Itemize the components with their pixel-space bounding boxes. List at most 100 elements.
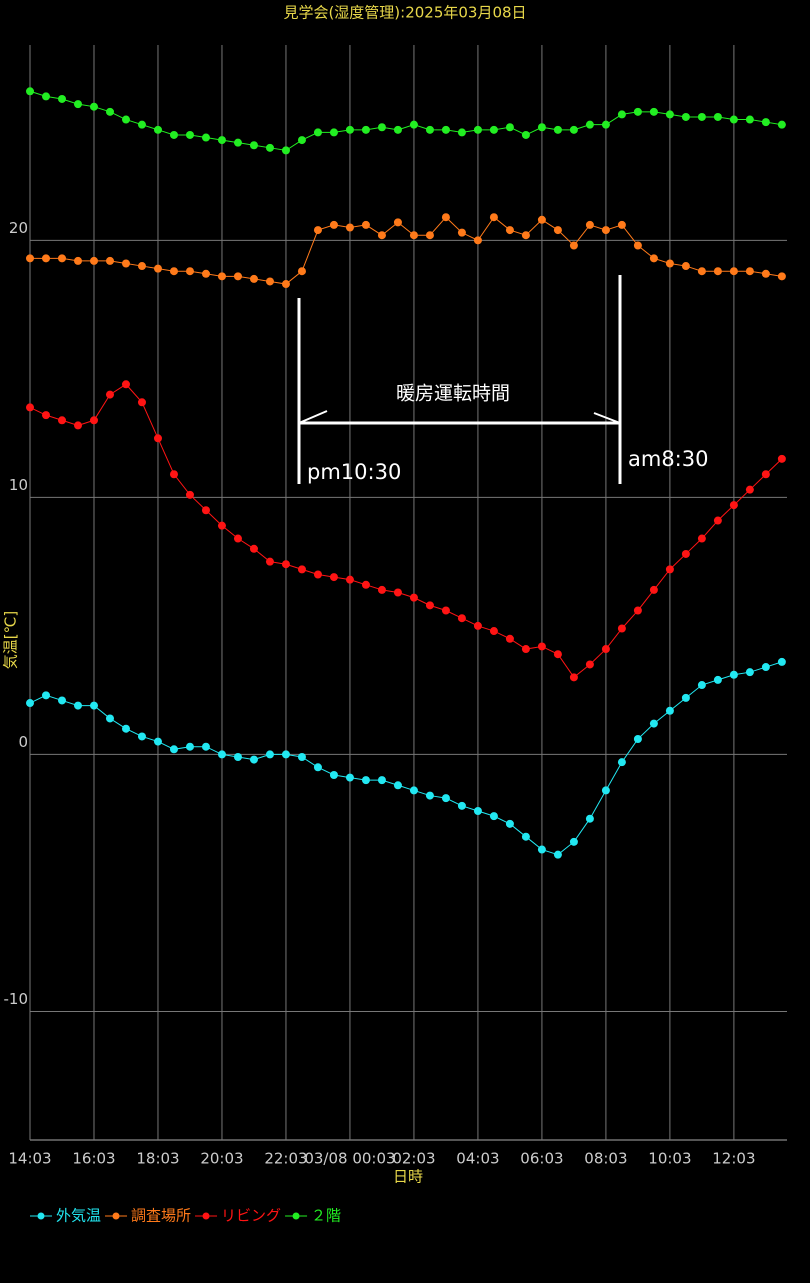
y-axis-label: 気温[℃] bbox=[2, 611, 20, 670]
data-point bbox=[473, 236, 482, 245]
data-point bbox=[137, 120, 146, 129]
data-point bbox=[521, 645, 530, 654]
y-tick-label: 10 bbox=[9, 476, 28, 494]
data-point bbox=[553, 125, 562, 134]
legend-marker bbox=[37, 1212, 45, 1220]
data-point bbox=[217, 521, 226, 530]
data-point bbox=[537, 215, 546, 224]
data-point bbox=[89, 416, 98, 425]
data-point bbox=[777, 657, 786, 666]
data-point bbox=[57, 416, 66, 425]
data-point bbox=[505, 123, 514, 132]
data-point bbox=[777, 454, 786, 463]
x-tick-label: 04:03 bbox=[456, 1150, 499, 1168]
data-point bbox=[249, 274, 258, 283]
data-point bbox=[345, 773, 354, 782]
data-point bbox=[41, 92, 50, 101]
data-point bbox=[313, 226, 322, 235]
data-point bbox=[777, 120, 786, 129]
x-tick-label: 10:03 bbox=[648, 1150, 691, 1168]
x-tick-label: 16:03 bbox=[72, 1150, 115, 1168]
data-point bbox=[89, 102, 98, 111]
data-point bbox=[313, 128, 322, 137]
data-point bbox=[249, 141, 258, 150]
data-point bbox=[73, 256, 82, 265]
data-point bbox=[297, 565, 306, 574]
data-point bbox=[89, 701, 98, 710]
arrow-left bbox=[298, 410, 328, 424]
data-point bbox=[697, 267, 706, 276]
annotation: 暖房運転時間 bbox=[396, 383, 510, 405]
data-point bbox=[297, 136, 306, 145]
data-point bbox=[201, 506, 210, 515]
legend-label: 調査場所 bbox=[131, 1207, 191, 1225]
data-point bbox=[649, 585, 658, 594]
data-point bbox=[105, 256, 114, 265]
data-point bbox=[457, 228, 466, 237]
data-point bbox=[345, 575, 354, 584]
data-point bbox=[713, 267, 722, 276]
legend-marker bbox=[202, 1212, 210, 1220]
data-point bbox=[57, 254, 66, 263]
data-point bbox=[26, 699, 34, 708]
data-point bbox=[409, 120, 418, 129]
data-point bbox=[489, 125, 498, 134]
data-point bbox=[249, 755, 258, 764]
data-point bbox=[153, 264, 162, 273]
data-point bbox=[425, 601, 434, 610]
data-point bbox=[297, 267, 306, 276]
data-point bbox=[697, 112, 706, 121]
data-point bbox=[761, 470, 770, 479]
data-point bbox=[201, 742, 210, 751]
data-point bbox=[457, 614, 466, 623]
annotation: am8:30 bbox=[628, 447, 708, 471]
chart-title: 見学会(湿度管理):2025年03月08日 bbox=[283, 4, 526, 22]
data-point bbox=[185, 130, 194, 139]
data-point bbox=[617, 758, 626, 767]
data-point bbox=[569, 241, 578, 250]
data-point bbox=[361, 776, 370, 785]
x-tick-label: 20:03 bbox=[200, 1150, 243, 1168]
data-point bbox=[681, 262, 690, 271]
data-point bbox=[297, 753, 306, 762]
data-point bbox=[665, 565, 674, 574]
data-point bbox=[73, 421, 82, 430]
data-point bbox=[633, 241, 642, 250]
legend: 外気温 調査場所 リビング ２階 bbox=[30, 1207, 341, 1225]
data-point bbox=[105, 107, 114, 116]
series-line bbox=[30, 216, 782, 285]
data-point bbox=[393, 125, 402, 134]
data-point bbox=[185, 267, 194, 276]
data-point bbox=[313, 570, 322, 579]
data-point bbox=[617, 110, 626, 119]
data-point bbox=[729, 267, 738, 276]
data-point bbox=[329, 128, 338, 137]
legend-label: リビング bbox=[221, 1207, 281, 1225]
data-point bbox=[489, 627, 498, 636]
data-point bbox=[713, 112, 722, 121]
data-point bbox=[329, 573, 338, 582]
data-point bbox=[697, 681, 706, 690]
data-point bbox=[281, 280, 290, 289]
data-point bbox=[41, 691, 50, 700]
data-point bbox=[121, 115, 130, 124]
data-point bbox=[105, 390, 114, 399]
data-point bbox=[585, 220, 594, 229]
data-point bbox=[713, 516, 722, 525]
data-point bbox=[73, 100, 82, 109]
data-point bbox=[265, 277, 274, 286]
data-point bbox=[569, 837, 578, 846]
data-point bbox=[361, 580, 370, 589]
data-point bbox=[265, 143, 274, 152]
data-point bbox=[361, 220, 370, 229]
data-point bbox=[121, 724, 130, 733]
data-point bbox=[553, 650, 562, 659]
data-point bbox=[649, 254, 658, 263]
data-point bbox=[633, 107, 642, 116]
data-point bbox=[345, 223, 354, 232]
data-point bbox=[457, 801, 466, 810]
data-point bbox=[121, 259, 130, 268]
data-point bbox=[745, 115, 754, 124]
data-point bbox=[473, 125, 482, 134]
